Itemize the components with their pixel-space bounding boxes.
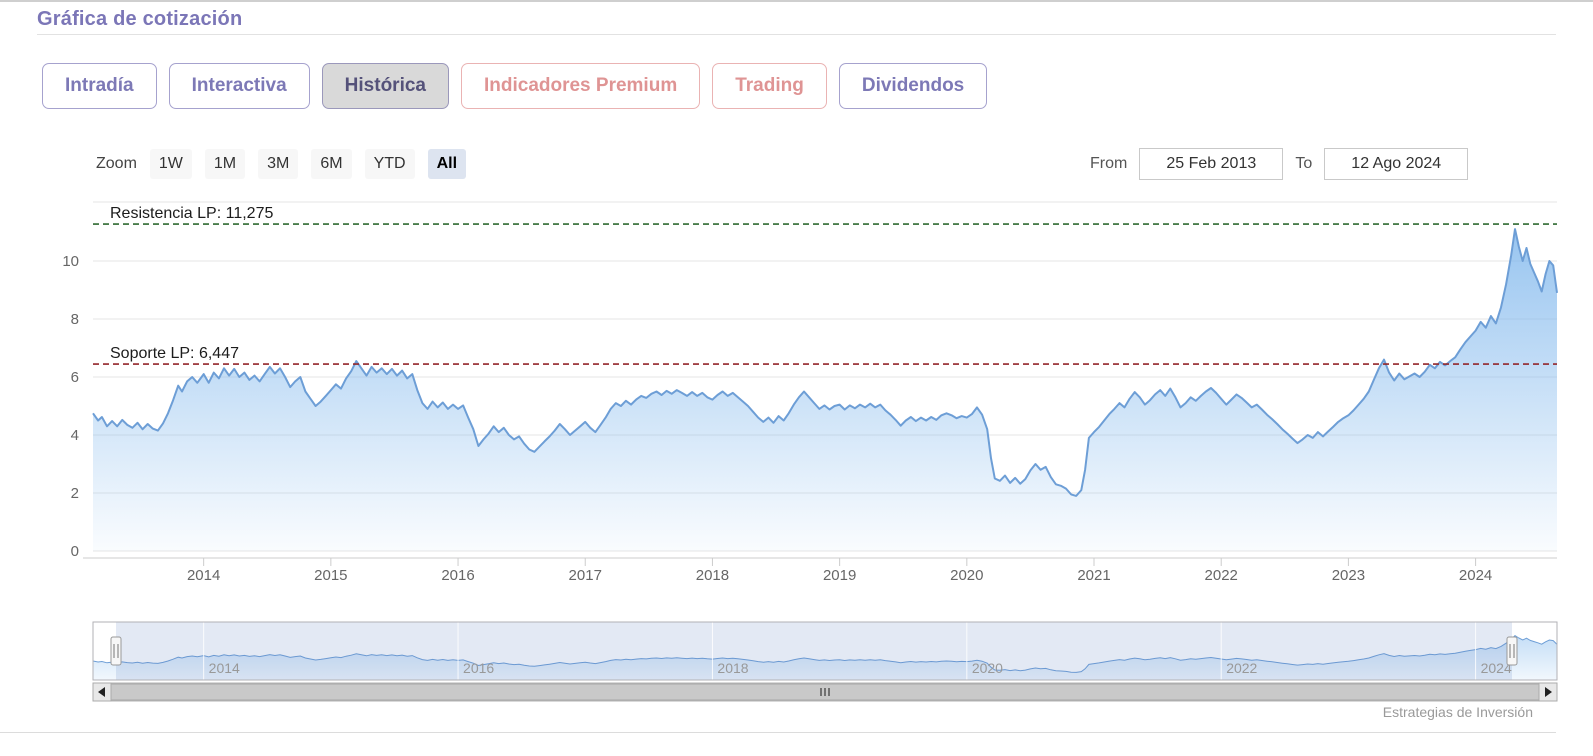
x-axis-label: 2018 xyxy=(696,567,729,584)
from-date-input[interactable] xyxy=(1139,148,1284,180)
y-axis-label: 0 xyxy=(71,543,79,560)
to-date-input[interactable] xyxy=(1324,148,1469,180)
navigator-year-label: 2018 xyxy=(717,660,748,676)
x-axis-label: 2023 xyxy=(1332,567,1365,584)
navigator-year-label: 2020 xyxy=(972,660,1003,676)
navigator-handle-right[interactable] xyxy=(1506,636,1518,666)
price-chart: 0 2 4 6 8 10 Resistencia LP: 11,275 Soporte LP:… xyxy=(62,201,1558,702)
x-axis-label: 2020 xyxy=(950,567,983,584)
zoom-all-button[interactable]: All xyxy=(427,149,467,179)
zoom-3m-button[interactable]: 3M xyxy=(258,149,299,179)
x-axis-label: 2024 xyxy=(1459,567,1492,584)
zoom-label: Zoom xyxy=(96,155,137,172)
page-title: Gráfica de cotización xyxy=(37,8,243,30)
navigator-outline xyxy=(92,621,1558,681)
navigator-area-series xyxy=(93,635,1557,680)
y-axis-label: 10 xyxy=(62,253,79,270)
zoom-range-selector: Zoom 1W 1M 3M 6M YTD All xyxy=(96,149,467,179)
navigator-year-label: 2016 xyxy=(463,660,494,676)
navigator-selected-mask[interactable] xyxy=(116,622,1512,680)
navigator-year-label: 2024 xyxy=(1481,660,1512,676)
zoom-1m-button[interactable]: 1M xyxy=(204,149,246,179)
y-axis-label: 2 xyxy=(71,485,79,502)
area-series xyxy=(93,229,1557,551)
tab-interactiva[interactable]: Interactiva xyxy=(168,63,310,109)
top-divider xyxy=(0,0,1593,2)
from-label: From xyxy=(1090,155,1128,172)
navigator-handle-left[interactable] xyxy=(110,636,122,666)
x-axis-label: 2014 xyxy=(187,567,220,584)
x-axis-label: 2019 xyxy=(823,567,856,584)
x-axis-label: 2015 xyxy=(314,567,347,584)
to-label: To xyxy=(1295,155,1313,172)
line-series xyxy=(92,228,1558,497)
bottom-divider xyxy=(0,732,1556,733)
y-axis-label: 6 xyxy=(71,369,79,386)
scrollbar-right-arrow-icon xyxy=(1545,687,1552,697)
x-axis-label: 2016 xyxy=(441,567,474,584)
tab-indicadores-premium[interactable]: Indicadores Premium xyxy=(460,63,701,109)
navigator-year-label: 2022 xyxy=(1226,660,1257,676)
credit-text: Estrategias de Inversión xyxy=(1382,704,1533,720)
tab-dividendos[interactable]: Dividendos xyxy=(838,63,988,109)
navigator-year-label: 2014 xyxy=(209,660,240,676)
zoom-ytd-button[interactable]: YTD xyxy=(364,149,415,179)
tab-historica[interactable]: Histórica xyxy=(321,63,449,109)
tab-trading[interactable]: Trading xyxy=(712,63,827,109)
x-axis-label: 2021 xyxy=(1077,567,1110,584)
y-axis-label: 8 xyxy=(71,311,79,328)
support-label: Soporte LP: 6,447 xyxy=(110,345,239,362)
resistance-label: Resistencia LP: 11,275 xyxy=(110,205,273,222)
date-range-selector: From To xyxy=(1090,148,1469,180)
chart-tabs: Intradía Interactiva Histórica Indicador… xyxy=(42,63,988,109)
navigator-line-series xyxy=(92,634,1558,673)
zoom-6m-button[interactable]: 6M xyxy=(311,149,352,179)
y-axis-label: 4 xyxy=(71,427,79,444)
tab-intradia[interactable]: Intradía xyxy=(42,63,157,109)
x-axis-label: 2022 xyxy=(1205,567,1238,584)
x-axis-label: 2017 xyxy=(569,567,602,584)
title-divider xyxy=(37,34,1556,35)
scrollbar-left-arrow-icon xyxy=(98,687,105,697)
zoom-1w-button[interactable]: 1W xyxy=(149,149,192,179)
